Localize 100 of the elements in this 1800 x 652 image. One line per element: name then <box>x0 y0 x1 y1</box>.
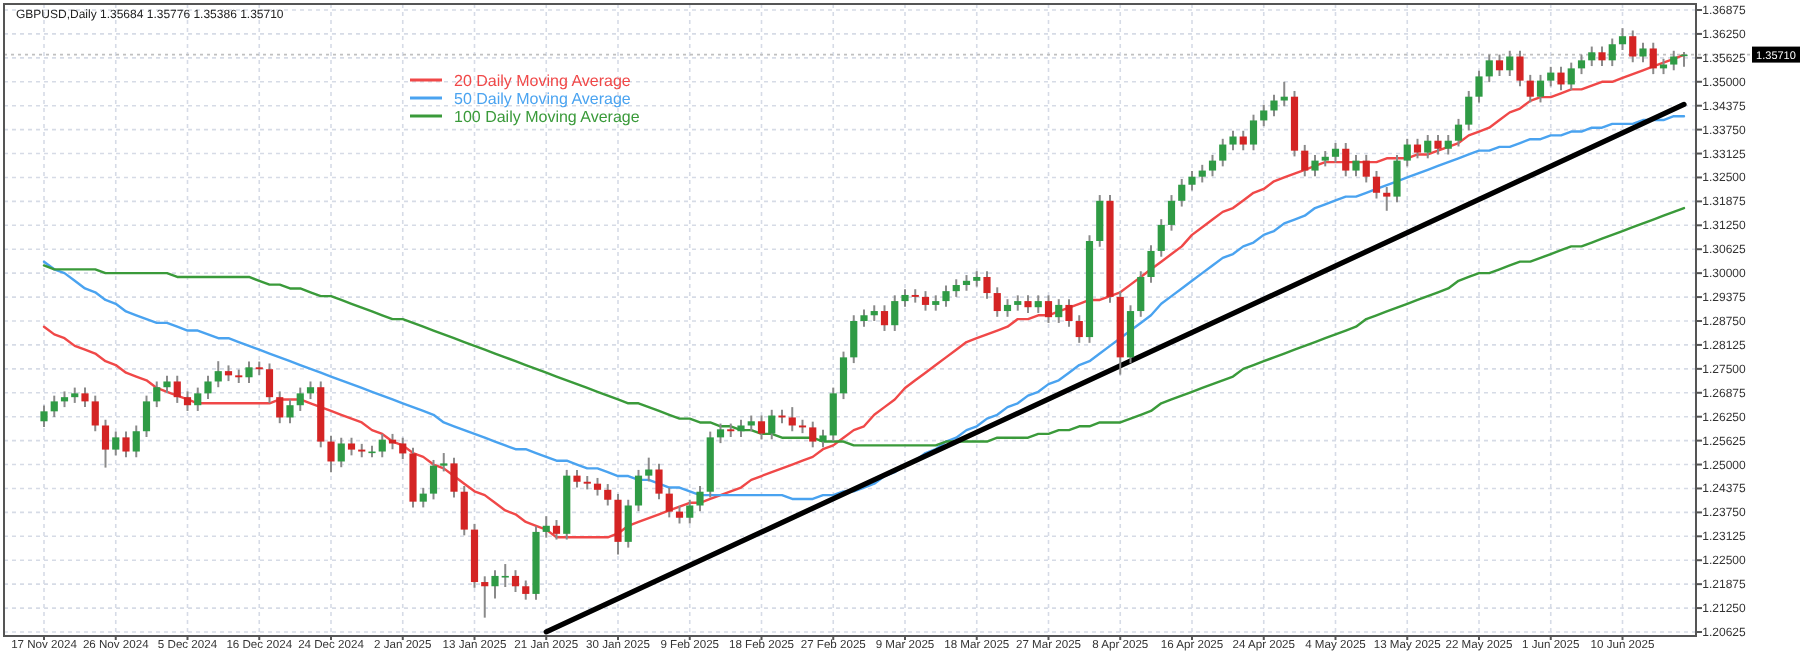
candlestick <box>173 374 181 404</box>
candlestick <box>1362 153 1370 184</box>
candlestick <box>122 430 130 459</box>
candlestick <box>481 575 489 619</box>
candlestick <box>1567 61 1575 92</box>
candlestick <box>1331 142 1340 164</box>
candlestick <box>542 515 550 539</box>
candlestick <box>921 290 930 312</box>
candlestick <box>665 486 673 519</box>
candlestick <box>768 408 776 441</box>
candlestick <box>1475 69 1483 104</box>
candlestick <box>276 390 284 425</box>
candlestick <box>1598 45 1606 68</box>
candlestick <box>296 386 304 412</box>
candlestick <box>1424 133 1432 160</box>
candlestick <box>942 284 950 308</box>
candlestick <box>327 434 335 474</box>
candlestick <box>1147 244 1155 284</box>
candlestick <box>1670 49 1678 72</box>
candlestick <box>1577 53 1586 76</box>
candlestick <box>91 394 99 433</box>
candlestick <box>1178 177 1186 208</box>
candlestick <box>153 380 161 409</box>
candlestick <box>1126 304 1135 365</box>
candlestick <box>1618 27 1627 51</box>
candlestick <box>1270 93 1278 118</box>
candlestick <box>809 420 817 449</box>
candlestick <box>839 350 848 401</box>
legend-label: 100 Daily Moving Average <box>454 108 641 126</box>
candlestick <box>1065 298 1073 328</box>
candlestick <box>1465 89 1473 132</box>
candlestick <box>1055 298 1063 324</box>
candlestick <box>880 304 889 332</box>
candlestick <box>399 436 407 461</box>
candlestick <box>1044 294 1053 324</box>
candlestick <box>757 414 766 441</box>
candlestick <box>1608 37 1616 68</box>
candlestick <box>1301 143 1309 178</box>
candlestick <box>204 374 212 401</box>
candlestick <box>81 386 89 409</box>
candlestick <box>1547 65 1555 88</box>
candlestick <box>1454 117 1463 148</box>
candlestick <box>1495 53 1504 78</box>
candlestick <box>1219 137 1227 168</box>
candlestick <box>460 484 468 537</box>
candlestick <box>1526 73 1534 104</box>
candlestick <box>788 406 796 433</box>
legend-label: 20 Daily Moving Average <box>454 72 632 90</box>
candlestick <box>245 360 253 385</box>
candlestick <box>378 432 386 459</box>
candlestick <box>194 386 202 412</box>
candlestick <box>1208 153 1217 178</box>
candlestick <box>1629 29 1637 64</box>
candlestick <box>1157 218 1165 258</box>
candlestick <box>450 456 458 499</box>
legend-label: 50 Daily Moving Average <box>454 90 632 108</box>
candlestick <box>429 458 438 501</box>
candlestick <box>1096 194 1104 248</box>
candlestick <box>183 390 192 412</box>
candlestick <box>40 404 48 429</box>
candlestick <box>1137 270 1145 318</box>
candlestick <box>419 486 427 509</box>
candlestick <box>1188 169 1196 192</box>
candlestick <box>142 394 151 438</box>
candlestick <box>614 493 622 556</box>
candlestick <box>337 436 345 469</box>
candlestick <box>604 483 612 507</box>
candlestick <box>1444 133 1452 156</box>
candlestick <box>983 270 991 300</box>
candlestick <box>1557 65 1565 92</box>
candlestick <box>624 498 632 549</box>
candlestick <box>214 360 222 389</box>
candlestick <box>1383 186 1391 212</box>
candlestick <box>993 286 1001 318</box>
candlestick <box>286 398 294 425</box>
candlestick <box>1393 153 1401 204</box>
candlestick <box>50 394 58 419</box>
candlestick <box>1352 153 1360 178</box>
candlestick <box>891 294 899 332</box>
candlestick <box>645 456 653 483</box>
candlestick <box>1639 41 1647 64</box>
candlestick <box>1239 129 1247 152</box>
candlestick <box>1588 45 1596 68</box>
candlestick <box>1434 133 1442 156</box>
candlestick <box>1260 103 1268 128</box>
candlestick <box>1249 113 1258 152</box>
candlestick <box>1485 53 1493 84</box>
candlestick <box>1075 314 1083 344</box>
candlestick <box>686 498 694 525</box>
candlestick <box>1372 169 1381 200</box>
candlestick <box>1413 137 1422 160</box>
candlestick <box>1311 153 1319 178</box>
candlestick <box>850 314 858 365</box>
candlestick <box>1536 73 1545 104</box>
candlestick <box>112 430 120 457</box>
candlestick <box>101 418 110 469</box>
candlestick <box>1649 41 1657 76</box>
candlestick <box>511 569 520 593</box>
candlestick <box>265 362 274 404</box>
candlestick <box>440 452 448 473</box>
